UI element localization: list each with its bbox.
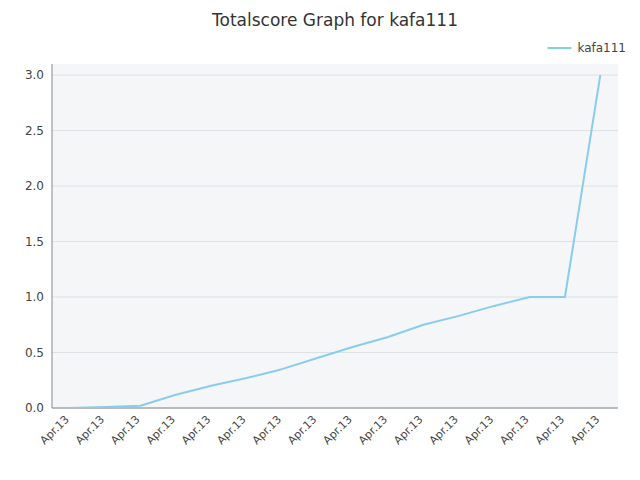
legend: kafa111 (547, 41, 626, 55)
legend-label: kafa111 (577, 41, 626, 55)
y-axis-line (52, 64, 53, 408)
y-tick-label: 1.5 (25, 235, 44, 249)
x-tick-label: Apr.13 (321, 413, 355, 447)
x-axis-line (52, 408, 618, 409)
x-tick-label: Apr.13 (144, 413, 178, 447)
x-tick-label: Apr.13 (391, 413, 425, 447)
x-tick-label: Apr.13 (38, 413, 72, 447)
x-tick-label: Apr.13 (250, 413, 284, 447)
x-tick-label: Apr.13 (285, 413, 319, 447)
grid-line (52, 408, 618, 409)
chart-container: 0.00.51.01.52.02.53.0Apr.13Apr.13Apr.13A… (0, 0, 640, 480)
y-tick-label: 0.0 (25, 401, 44, 415)
chart-svg: 0.00.51.01.52.02.53.0Apr.13Apr.13Apr.13A… (0, 0, 640, 480)
y-tick-label: 2.0 (25, 179, 44, 193)
grid-line (52, 186, 618, 187)
x-tick-label: Apr.13 (462, 413, 496, 447)
x-tick-label: Apr.13 (533, 413, 567, 447)
grid-line (52, 75, 618, 76)
y-tick-label: 1.0 (25, 290, 44, 304)
x-tick-label: Apr.13 (108, 413, 142, 447)
x-tick-label: Apr.13 (497, 413, 531, 447)
y-tick-label: 3.0 (25, 68, 44, 82)
chart-title: Totalscore Graph for kafa111 (211, 10, 458, 30)
legend-swatch (547, 47, 571, 49)
x-tick-label: Apr.13 (214, 413, 248, 447)
x-tick-label: Apr.13 (179, 413, 213, 447)
series-line (70, 75, 601, 408)
x-tick-label: Apr.13 (568, 413, 602, 447)
grid-line (52, 130, 618, 131)
y-tick-label: 2.5 (25, 124, 44, 138)
plot-background (52, 64, 618, 408)
x-tick-label: Apr.13 (356, 413, 390, 447)
y-tick-label: 0.5 (25, 346, 44, 360)
x-tick-label: Apr.13 (427, 413, 461, 447)
grid-line (52, 241, 618, 242)
x-tick-label: Apr.13 (73, 413, 107, 447)
plot-area (70, 75, 601, 408)
